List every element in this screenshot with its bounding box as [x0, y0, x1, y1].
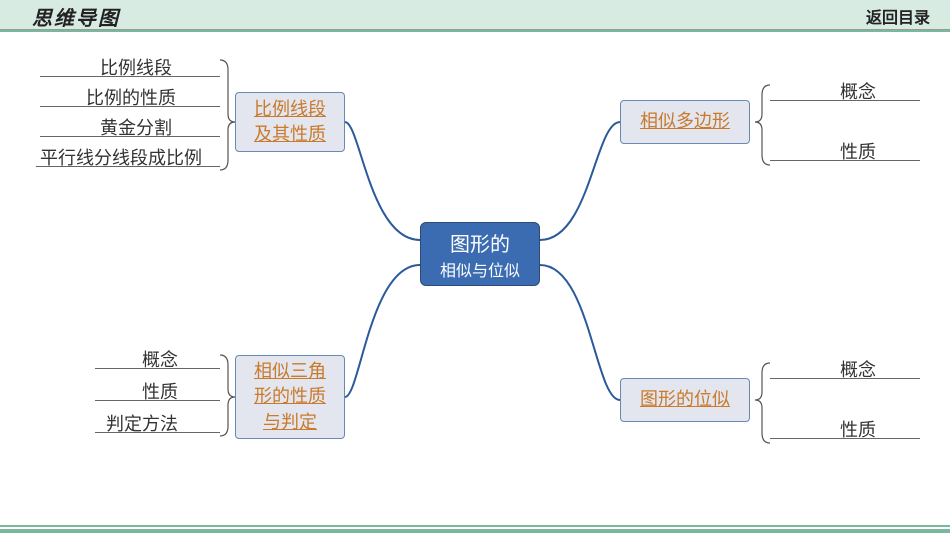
leaf-underline [770, 378, 920, 379]
leaf-underline [770, 160, 920, 161]
center-title2: 相似与位似 [440, 257, 520, 281]
leaf-underline [40, 136, 220, 137]
branch-label: 相似多边形 [640, 109, 730, 134]
branch-bottom-right[interactable]: 图形的位似 [620, 378, 750, 422]
leaf-underline [95, 400, 220, 401]
branch-label: 相似三角 [254, 359, 326, 384]
leaf-underline [770, 100, 920, 101]
leaf-underline [40, 76, 220, 77]
branch-top-left[interactable]: 比例线段 及其性质 [235, 92, 345, 152]
header-accent-line [0, 30, 950, 32]
center-title1: 图形的 [450, 228, 510, 257]
leaf-underline [770, 438, 920, 439]
branch-label: 图形的位似 [640, 387, 730, 412]
branch-bottom-left[interactable]: 相似三角 形的性质 与判定 [235, 355, 345, 439]
branch-top-right[interactable]: 相似多边形 [620, 100, 750, 144]
center-node: 图形的 相似与位似 [420, 222, 540, 286]
leaf-underline [40, 106, 220, 107]
return-link[interactable]: 返回目录 [866, 4, 930, 28]
branch-label: 形的性质 [254, 384, 326, 409]
leaf-underline [95, 368, 220, 369]
branch-label: 与判定 [263, 410, 317, 435]
footer-accent-line [0, 525, 950, 527]
footer-accent-line [0, 529, 950, 533]
branch-label: 比例线段 [254, 97, 326, 122]
branch-label: 及其性质 [254, 122, 326, 147]
leaf-underline [95, 432, 220, 433]
header-bar: 思维导图 返回目录 [0, 0, 950, 30]
page-title: 思维导图 [32, 2, 120, 31]
leaf-underline [36, 166, 220, 167]
